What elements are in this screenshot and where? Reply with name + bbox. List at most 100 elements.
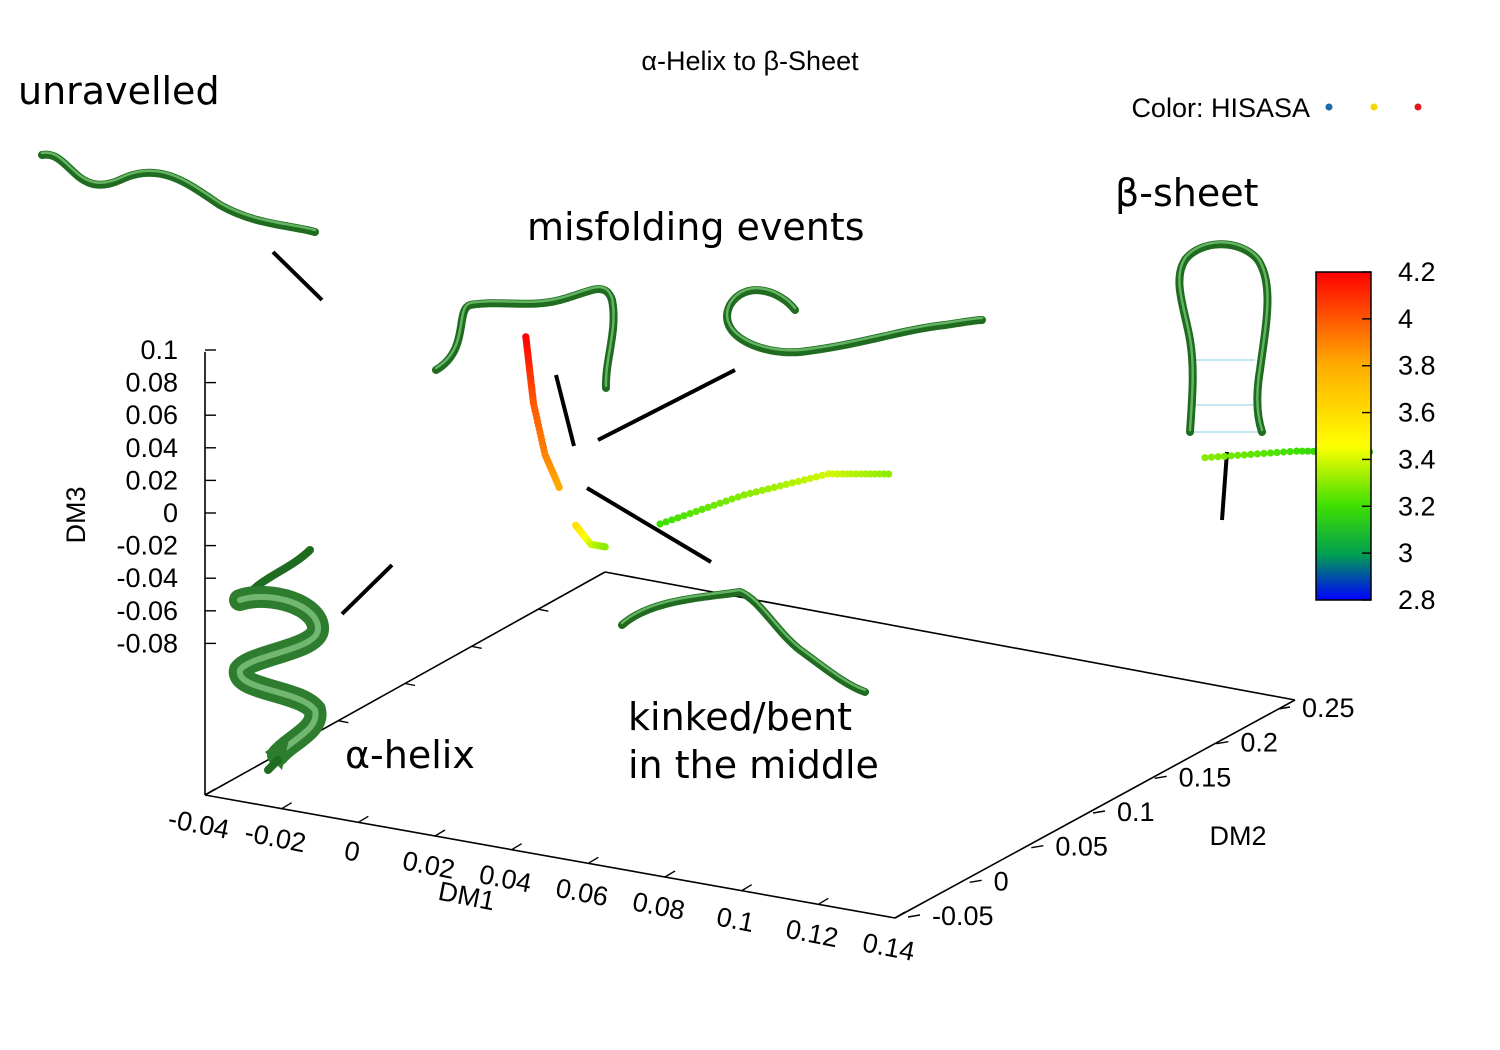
data-point (1234, 451, 1242, 459)
z-tick-label: -0.06 (116, 596, 178, 626)
z-tick-label: 0.04 (125, 433, 178, 463)
data-point (601, 543, 609, 551)
data-point (555, 483, 563, 491)
leader-misfolding-right (597, 368, 736, 442)
z-tick-label: 0.06 (125, 400, 178, 430)
z-axis-label: DM3 (61, 486, 91, 543)
y-tick-mark (1154, 775, 1167, 780)
x-tick-label: 0.1 (714, 902, 757, 939)
data-point (782, 480, 790, 488)
y-tick-mark (1092, 810, 1106, 814)
z-tick-label: 0.08 (125, 368, 178, 398)
x-tick-mark (357, 815, 369, 823)
annotation-misfolding-events: misfolding events (527, 205, 865, 249)
legend: Color: HISASA (1131, 93, 1422, 123)
data-point (885, 470, 893, 478)
data-point (752, 488, 760, 496)
colorbar-tick-label: 3.4 (1398, 444, 1436, 474)
kinked-structure-illustration (618, 588, 869, 696)
data-point (716, 499, 724, 507)
misfolding-structure-right-illustration (723, 286, 986, 357)
back-tick-mark (538, 608, 549, 612)
x-tick-label: 0.12 (783, 914, 840, 953)
x-tick-mark (511, 843, 523, 851)
colorbar-tick-label: 4.2 (1398, 257, 1436, 287)
y-tick-label: -0.05 (932, 901, 994, 931)
data-point (1247, 450, 1255, 458)
data-point (1266, 449, 1275, 457)
data-point (1214, 453, 1222, 461)
colorbar-tick-label: 4 (1398, 304, 1413, 334)
data-point (746, 489, 754, 497)
axes-box (204, 352, 1296, 919)
x-tick-label: 0.14 (860, 927, 917, 966)
data-point (1260, 449, 1268, 457)
colorbar-gradient (1315, 271, 1372, 601)
colorbar-tick-label: 3 (1398, 538, 1413, 568)
legend-marker-yellow (1370, 103, 1378, 111)
data-point (686, 509, 694, 518)
x-tick-mark (204, 788, 216, 796)
data-point (1253, 450, 1261, 458)
y-ticks: -0.050 0.05 0.1 0.15 0.2 0.25 (907, 693, 1355, 931)
y-tick-label: 0 (994, 866, 1009, 896)
annotation-alpha-helix: α-helix (345, 733, 475, 777)
y-axis-label: DM2 (1209, 821, 1266, 851)
x-tick-label: 0.06 (553, 873, 610, 912)
back-tick-mark (404, 682, 416, 687)
y-tick-label: 0.25 (1302, 693, 1355, 723)
unravelled-structure-illustration (38, 150, 319, 236)
z-tick-label: -0.08 (116, 628, 178, 658)
y-tick-label: 0.2 (1240, 728, 1278, 758)
annotation-kinked-line1: kinked/bent (628, 695, 852, 739)
data-point (806, 474, 814, 482)
data-point (656, 520, 664, 528)
data-point (710, 501, 718, 509)
y-tick-label: 0.05 (1055, 832, 1108, 862)
data-point (1207, 453, 1216, 461)
legend-marker-blue (1325, 103, 1333, 111)
data-point (734, 493, 742, 501)
z-ticks: 0.10.080.060.040.020-0.02-0.04-0.06-0.08 (116, 335, 216, 658)
data-point (662, 518, 670, 526)
data-point (1298, 447, 1306, 455)
data-point (1201, 454, 1209, 462)
legend-label: Color: HISASA (1131, 93, 1310, 123)
leader-kinked (585, 486, 713, 564)
y-tick-mark (1031, 844, 1044, 849)
colorbar-ticks: 4.2 4 3.8 3.6 3.4 3.2 3 2.8 (1362, 257, 1436, 615)
data-point (758, 486, 766, 494)
data-point (1273, 448, 1281, 457)
colorbar: 4.2 4 3.8 3.6 3.4 3.2 3 2.8 (1315, 257, 1436, 615)
colorbar-tick-label: 2.8 (1398, 585, 1436, 615)
alpha-helix-structure-illustration (229, 546, 329, 774)
misfolding-structure-left-illustration (432, 285, 618, 392)
data-point (818, 471, 826, 479)
data-point (692, 507, 700, 516)
data-point (740, 491, 748, 499)
y-tick-label: 0.1 (1117, 797, 1155, 827)
data-point (680, 512, 688, 520)
data-point (1227, 452, 1235, 460)
z-tick-label: 0.1 (140, 335, 178, 365)
data-point (722, 497, 730, 505)
y-tick-mark (907, 914, 921, 918)
data-point (704, 503, 712, 511)
data-point (794, 477, 802, 485)
data-point (1286, 448, 1294, 456)
y-axis-line (894, 699, 1296, 919)
data-point (1280, 448, 1288, 456)
data-point (764, 485, 772, 493)
z-tick-label: 0 (163, 498, 178, 528)
data-point (698, 505, 706, 513)
annotation-kinked-line2: in the middle (628, 743, 879, 787)
data-point (788, 479, 796, 487)
z-tick-label: -0.04 (116, 563, 178, 593)
annotation-beta-sheet: β-sheet (1115, 171, 1259, 215)
z-tick-label: 0.02 (125, 465, 178, 495)
data-point (728, 495, 736, 503)
x-tick-mark (664, 870, 676, 878)
data-point (674, 514, 682, 522)
colorbar-tick-label: 3.6 (1398, 398, 1436, 428)
